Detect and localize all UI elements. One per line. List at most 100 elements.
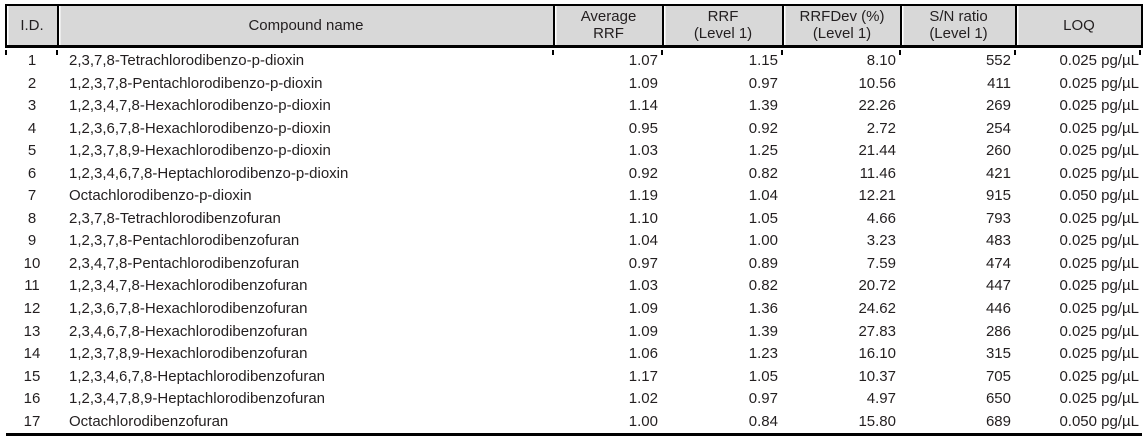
cell-loq: 0.050 pg/µL — [1016, 410, 1142, 437]
cell-rrfdev-l1: 2.72 — [866, 119, 896, 137]
cell-loq: 0.025 pg/µL — [1059, 164, 1139, 182]
cell-sn-ratio: 269 — [985, 97, 1011, 115]
cell-id: 11 — [24, 277, 40, 295]
cell-id: 3 — [27, 97, 37, 115]
cell-sn-ratio: 286 — [985, 322, 1011, 340]
cell-rrfdev-l1: 10.56 — [858, 74, 896, 92]
cell-loq: 0.025 pg/µL — [1059, 390, 1139, 408]
cell-rrf-l1: 1.15 — [748, 52, 778, 69]
cell-sn-ratio: 474 — [985, 254, 1011, 272]
table-row: 10 2,3,4,7,8-Pentachlorodibenzofuran 0.97 0… — [6, 253, 1142, 276]
table-row: 3 1,2,3,4,7,8-Hexachlorodibenzo-p-dioxin 1… — [6, 95, 1142, 118]
cell-id: 9 — [27, 232, 37, 250]
table-row: 4 1,2,3,6,7,8-Hexachlorodibenzo-p-dioxin 0… — [6, 118, 1142, 141]
cell-avg-rrf: 1.17 — [628, 367, 658, 385]
cell-rrf-l1: 0.92 — [748, 119, 778, 137]
cell-rrfdev-l1: 20.72 — [858, 277, 896, 295]
cell-compound: 2,3,7,8-Tetrachlorodibenzofuran — [69, 209, 281, 227]
cell-rrf-l1: 0.89 — [748, 254, 778, 272]
cell-id: 6 — [27, 164, 37, 182]
cell-id: 14 — [23, 345, 41, 363]
cell-id: 5 — [27, 142, 37, 160]
cell-avg-rrf: 1.14 — [628, 97, 658, 115]
cell-id: 4 — [27, 119, 37, 137]
cell-compound: 1,2,3,7,8,9-Hexachlorodibenzofuran — [69, 345, 308, 363]
header-row: I.D. Compound name Average RRF RRF (Leve… — [5, 4, 1143, 48]
cell-avg-rrf: 1.00 — [554, 410, 663, 437]
table-row: 13 2,3,4,6,7,8-Hexachlorodibenzofuran 1.09… — [6, 321, 1142, 344]
column-tick — [56, 50, 58, 55]
cell-rrfdev-l1: 4.97 — [866, 390, 896, 408]
cell-avg-rrf: 1.10 — [628, 209, 658, 227]
cell-loq: 0.025 pg/µL — [1059, 97, 1139, 115]
cell-rrf-l1: 1.25 — [748, 142, 778, 160]
cell-compound: Octachlorodibenzo-p-dioxin — [69, 187, 252, 205]
cell-rrf-l1: 1.05 — [748, 209, 778, 227]
cell-sn-ratio: 421 — [985, 164, 1011, 182]
cell-id: 17 — [6, 410, 58, 437]
cell-sn-ratio: 915 — [985, 187, 1011, 205]
cell-compound: 2,3,4,7,8-Pentachlorodibenzofuran — [69, 254, 300, 272]
cell-sn-ratio: 260 — [985, 142, 1011, 160]
table-row: 2 1,2,3,7,8-Pentachlorodibenzo-p-dioxin 1.… — [6, 73, 1142, 96]
cell-sn-ratio: 705 — [985, 367, 1011, 385]
col-header-rrf-l1: RRF (Level 1) — [662, 4, 783, 48]
table-row: 14 1,2,3,7,8,9-Hexachlorodibenzofuran 1.06… — [6, 343, 1142, 366]
cell-avg-rrf: 1.09 — [628, 322, 658, 340]
cell-sn-ratio: 793 — [985, 209, 1011, 227]
cell-compound: 1,2,3,4,7,8-Hexachlorodibenzofuran — [69, 277, 308, 295]
cell-sn-ratio: 483 — [985, 232, 1011, 250]
cell-avg-rrf: 1.19 — [628, 187, 658, 205]
cell-id: 16 — [23, 390, 41, 408]
cell-id: 15 — [23, 367, 41, 385]
cell-compound: 1,2,3,6,7,8-Hexachlorodibenzofuran — [69, 300, 308, 318]
cell-rrf-l1: 1.36 — [748, 300, 778, 318]
table-row: 9 1,2,3,7,8-Pentachlorodibenzofuran 1.04 1.… — [6, 230, 1142, 253]
col-header-rrfdev-l1: RRFDev (%) (Level 1) — [782, 4, 901, 48]
table-row: 7 Octachlorodibenzo-p-dioxin 1.19 1.04 12.21… — [6, 185, 1142, 208]
cell-id: 10 — [23, 254, 41, 272]
column-tick — [1139, 50, 1141, 55]
cell-compound: 2,3,7,8-Tetrachlorodibenzo-p-dioxin — [69, 52, 305, 69]
table-body: 1 2,3,7,8-Tetrachlorodibenzo-p-dioxin 1.07… — [6, 47, 1142, 437]
table-row: 16 1,2,3,4,7,8,9-Heptachlorodibenzofuran 1… — [6, 388, 1142, 411]
table-row: 12 1,2,3,6,7,8-Hexachlorodibenzofuran 1.09… — [6, 298, 1142, 321]
cell-loq: 0.025 pg/µL — [1059, 322, 1139, 340]
cell-avg-rrf: 1.03 — [628, 142, 658, 160]
cell-avg-rrf: 0.95 — [628, 119, 658, 137]
cell-id: 12 — [23, 300, 41, 318]
col-header-compound: Compound name — [57, 4, 554, 48]
cell-rrf-l1: 1.39 — [748, 97, 778, 115]
cell-loq: 0.025 pg/µL — [1059, 254, 1139, 272]
cell-compound: 1,2,3,7,8-Pentachlorodibenzofuran — [69, 232, 300, 250]
cell-rrf-l1: 0.82 — [748, 164, 778, 182]
cell-compound: 1,2,3,4,6,7,8-Heptachlorodibenzo-p-dioxi… — [69, 164, 349, 182]
cell-avg-rrf: 0.92 — [628, 164, 658, 182]
cell-loq: 0.050 pg/µL — [1059, 187, 1139, 205]
cell-rrfdev-l1: 22.26 — [858, 97, 896, 115]
table-header: I.D. Compound name Average RRF RRF (Leve… — [5, 4, 1143, 48]
cell-loq: 0.025 pg/µL — [1059, 232, 1139, 250]
cell-sn-ratio: 689 — [901, 410, 1016, 437]
cell-avg-rrf: 1.02 — [628, 390, 658, 408]
cell-sn-ratio: 446 — [985, 300, 1011, 318]
results-table: I.D. Compound name Average RRF RRF (Leve… — [5, 4, 1143, 437]
cell-avg-rrf: 1.03 — [628, 277, 658, 295]
cell-rrfdev-l1: 3.23 — [866, 232, 896, 250]
cell-id: 2 — [27, 74, 37, 92]
column-tick — [552, 50, 554, 55]
cell-loq: 0.025 pg/µL — [1059, 345, 1139, 363]
cell-loq: 0.025 pg/µL — [1059, 209, 1139, 227]
cell-rrf-l1: 1.00 — [748, 232, 778, 250]
cell-rrf-l1: 0.82 — [748, 277, 778, 295]
table-row: 11 1,2,3,4,7,8-Hexachlorodibenzofuran 1.03… — [6, 275, 1142, 298]
cell-loq: 0.025 pg/µL — [1059, 52, 1139, 69]
cell-rrf-l1: 0.84 — [663, 410, 783, 437]
cell-rrfdev-l1: 10.37 — [858, 367, 896, 385]
cell-rrfdev-l1: 16.10 — [858, 345, 896, 363]
cell-rrf-l1: 1.05 — [748, 367, 778, 385]
cell-rrfdev-l1: 8.10 — [866, 52, 896, 69]
col-header-loq: LOQ — [1015, 4, 1143, 48]
column-tick — [5, 50, 7, 55]
table-row: 5 1,2,3,7,8,9-Hexachlorodibenzo-p-dioxin 1… — [6, 140, 1142, 163]
